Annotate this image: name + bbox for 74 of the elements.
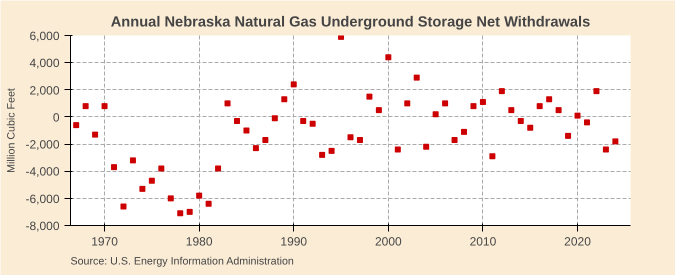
x-tick-label: 2010 <box>470 234 497 248</box>
point <box>423 144 430 150</box>
point <box>527 124 534 131</box>
point <box>130 157 136 164</box>
point <box>593 88 600 94</box>
point <box>168 195 174 202</box>
x-tick-label: 1970 <box>91 234 118 248</box>
point <box>546 96 552 102</box>
y-tick-label: 0 <box>52 110 60 124</box>
y-tick-label: -6,000 <box>25 192 60 206</box>
point <box>602 146 609 152</box>
point <box>508 107 514 114</box>
point <box>366 94 372 100</box>
point <box>262 137 268 143</box>
point <box>489 153 496 160</box>
y-tick-label: -2,000 <box>25 138 60 152</box>
source-note: Source: U.S. Energy Information Administration <box>70 256 294 268</box>
point <box>470 103 476 110</box>
point <box>498 88 505 94</box>
point <box>414 74 420 81</box>
point <box>196 192 202 199</box>
point <box>111 164 118 170</box>
y-tick-label: 4,000 <box>29 56 60 70</box>
y-tick-label: -4,000 <box>25 164 60 179</box>
point <box>536 103 543 110</box>
point <box>442 100 448 106</box>
x-tick-label: 1990 <box>280 234 308 248</box>
point <box>376 107 382 114</box>
point <box>224 100 231 106</box>
x-tick-label: 2000 <box>374 234 402 248</box>
y-tick-label: -8,000 <box>25 219 60 233</box>
point <box>92 132 98 138</box>
point <box>584 119 590 126</box>
point <box>518 118 524 124</box>
point <box>177 210 184 216</box>
point <box>404 100 410 106</box>
point <box>252 145 259 152</box>
point <box>328 148 335 154</box>
point <box>82 103 89 110</box>
point <box>461 128 468 135</box>
point <box>290 81 297 88</box>
point <box>565 132 572 139</box>
point <box>120 204 126 210</box>
point <box>215 166 222 172</box>
point <box>556 107 562 114</box>
x-tick-label: 1980 <box>186 234 213 248</box>
point <box>281 96 288 102</box>
chart-title: Annual Nebraska Natural Gas Underground Storage Net Withdrawals <box>110 14 590 30</box>
point <box>186 208 193 215</box>
point <box>348 134 354 140</box>
x-tick-label: 2020 <box>564 234 592 248</box>
point <box>158 166 164 172</box>
point <box>243 128 250 134</box>
point <box>574 112 581 119</box>
point <box>148 178 155 184</box>
point <box>139 186 146 192</box>
point <box>206 200 212 207</box>
point <box>300 118 306 124</box>
point <box>234 118 240 124</box>
point <box>612 138 618 144</box>
point <box>356 137 363 143</box>
y-tick-label: 6,000 <box>29 29 60 43</box>
point <box>394 146 401 152</box>
point <box>73 122 80 128</box>
point <box>432 111 439 118</box>
point <box>102 103 108 110</box>
point <box>272 115 278 122</box>
point <box>385 54 392 60</box>
point <box>319 152 326 158</box>
point <box>480 99 486 105</box>
y-tick-label: 2,000 <box>29 83 60 98</box>
point <box>310 120 316 127</box>
point <box>452 137 458 143</box>
y-axis-title: Million Cubic Feet <box>5 88 18 173</box>
